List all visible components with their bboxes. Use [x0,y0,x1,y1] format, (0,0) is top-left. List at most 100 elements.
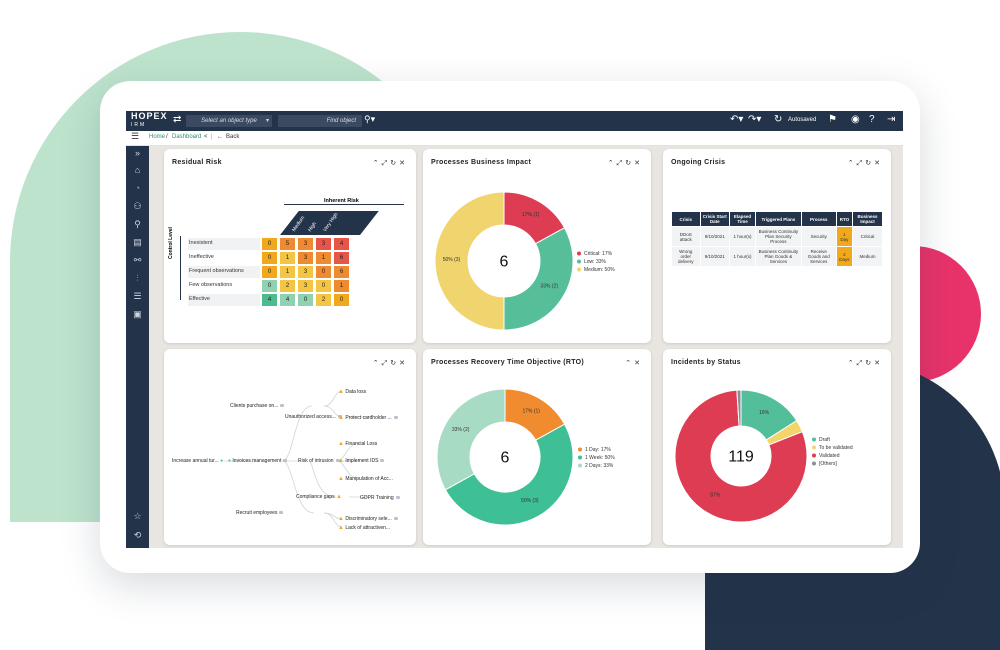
heatmap-cell[interactable]: 6 [334,252,349,264]
heatmap-cell[interactable]: 0 [334,294,349,306]
heatmap-cell[interactable]: 0 [262,252,277,264]
find-object-input[interactable]: Find object [278,115,362,127]
logo[interactable]: HOPEX IRM [131,112,168,130]
tree-node[interactable]: GDPR Training [360,495,400,501]
redo-icon[interactable]: ↷▾ [748,114,762,125]
breadcrumb-dashboard[interactable]: Dashboard [172,134,202,140]
donut-slice[interactable] [736,389,742,427]
heatmap-cell[interactable]: 0 [262,266,277,278]
collapse-icon[interactable]: ⌃ [607,160,617,167]
heatmap-cell[interactable]: 0 [316,266,331,278]
heatmap-cell[interactable]: 1 [334,280,349,292]
heatmap-cell[interactable]: 4 [280,294,295,306]
heatmap-cell[interactable]: 3 [298,266,313,278]
heatmap-cell[interactable]: 4 [262,294,277,306]
collapse-icon[interactable]: ⌃ [847,360,857,367]
heatmap-cell[interactable]: 0 [298,294,313,306]
reload-icon[interactable]: ↻ [390,360,400,367]
expand-card-icon[interactable]: ⤢ [856,160,866,167]
heatmap-cell[interactable]: 3 [298,280,313,292]
close-icon[interactable]: ✕ [399,160,408,167]
expand-card-icon[interactable]: ⤢ [381,360,391,367]
dashboard-icon[interactable]: ◔ [134,183,141,193]
legend-label[interactable]: [Others] [819,461,837,467]
swap-icon[interactable]: ⇄ [173,114,182,125]
heatmap-cell[interactable]: 1 [316,252,331,264]
user-icon[interactable]: ◉ [851,114,860,125]
heatmap-cell[interactable]: 3 [316,238,331,250]
share-icon[interactable]: < [204,134,208,140]
heatmap-cell[interactable]: 0 [316,280,331,292]
report-icon[interactable]: ▣ [133,309,142,319]
network-icon[interactable]: ⚇ [133,201,142,211]
back-arrow-icon[interactable]: ← [217,134,223,140]
expand-card-icon[interactable]: ⤢ [616,160,626,167]
legend-label[interactable]: Medium: 50% [584,267,615,273]
expand-card-icon[interactable]: ⤢ [856,360,866,367]
expand-icon[interactable]: » [134,148,140,158]
back-link[interactable]: Back [226,134,240,140]
tree-node[interactable]: ▲ Protect cardholder ... [338,415,398,421]
tree-node[interactable]: Compliance gaps ▲ [296,494,342,500]
tree-node[interactable]: ● Invoices management [228,458,288,464]
heatmap-cell[interactable]: 2 [280,280,295,292]
crisis-row[interactable]: Wrong order delivery 9/10/2021 1 hour(s) Bu… [671,246,883,267]
donut-slice[interactable] [434,191,505,331]
home-icon[interactable]: ⌂ [134,165,141,175]
reload-icon[interactable]: ↻ [625,160,635,167]
donut-slice[interactable] [436,388,506,491]
legend-label[interactable]: Draft [819,437,830,443]
heatmap-cell[interactable]: 1 [280,266,295,278]
heatmap-cell[interactable]: 3 [298,238,313,250]
checklist-icon[interactable]: ☰ [133,291,142,301]
tree-node[interactable]: ▲ Financial Loss [338,441,378,447]
legend-label[interactable]: To be validated [819,445,853,451]
tree-node[interactable]: Unauthorized access... [285,414,342,420]
tree-node[interactable]: ▲ Lack of attractiven... [338,525,391,531]
heatmap-cell[interactable]: 4 [334,238,349,250]
search-icon[interactable]: ⚲▾ [364,114,376,124]
heatmap-cell[interactable]: 0 [262,280,277,292]
tree-root[interactable]: Increase annual tur... ● [172,458,224,464]
heatmap-cell[interactable]: 2 [316,294,331,306]
collapse-icon[interactable]: ⌃ [847,160,857,167]
close-icon[interactable]: ✕ [874,360,883,367]
tree-node[interactable]: Clients purchase on... [230,403,285,409]
menu-icon[interactable]: ☰ [131,131,140,141]
undo-icon[interactable]: ↶▾ [730,114,744,125]
legend-label[interactable]: Critical: 17% [584,251,613,257]
reload-icon[interactable]: ↻ [865,160,875,167]
reload-icon[interactable]: ↻ [865,360,875,367]
close-icon[interactable]: ✕ [634,160,643,167]
notification-icon[interactable]: ⚑ [828,114,837,125]
tree-node[interactable]: Risk of intrusion [298,458,340,464]
search-person-icon[interactable]: ⚲ [134,219,141,229]
history-icon[interactable]: ⟲ [133,530,142,540]
tree-node[interactable]: ▲ Discriminatory sele... [338,516,398,522]
logout-icon[interactable]: ⇥ [887,114,896,125]
crisis-row[interactable]: DDoS attack 9/10/2021 1 hour(s) Business Co… [671,226,883,247]
help-icon[interactable]: ? [869,114,875,125]
document-icon[interactable]: ▤ [133,237,142,247]
object-type-select[interactable]: Select an object type ▾ [186,115,272,127]
close-icon[interactable]: ✕ [874,160,883,167]
heatmap-cell[interactable]: 0 [262,238,277,250]
legend-label[interactable]: 1 Day: 17% [585,447,611,453]
refresh-icon[interactable]: ↻ [774,114,783,125]
reload-icon[interactable]: ↻ [390,160,400,167]
tree-node[interactable]: ▲ Data loss [338,389,367,395]
close-icon[interactable]: ✕ [399,360,408,367]
legend-label[interactable]: 2 Days: 33% [585,463,614,469]
chart-icon[interactable]: ⫶ [136,273,139,283]
heatmap-cell[interactable]: 5 [280,238,295,250]
collapse-icon[interactable]: ⌃ [372,160,382,167]
heatmap-cell[interactable]: 1 [280,252,295,264]
donut-slice[interactable] [503,227,574,331]
legend-label[interactable]: Low: 33% [584,259,607,265]
tree-node[interactable]: ▲ Implement IDS [338,458,385,464]
tree-node[interactable]: Recruit employees [236,510,284,516]
legend-label[interactable]: 1 Week: 50% [585,455,615,461]
donut-slice[interactable] [444,423,574,526]
expand-card-icon[interactable]: ⤢ [381,160,391,167]
close-icon[interactable]: ✕ [634,360,643,367]
